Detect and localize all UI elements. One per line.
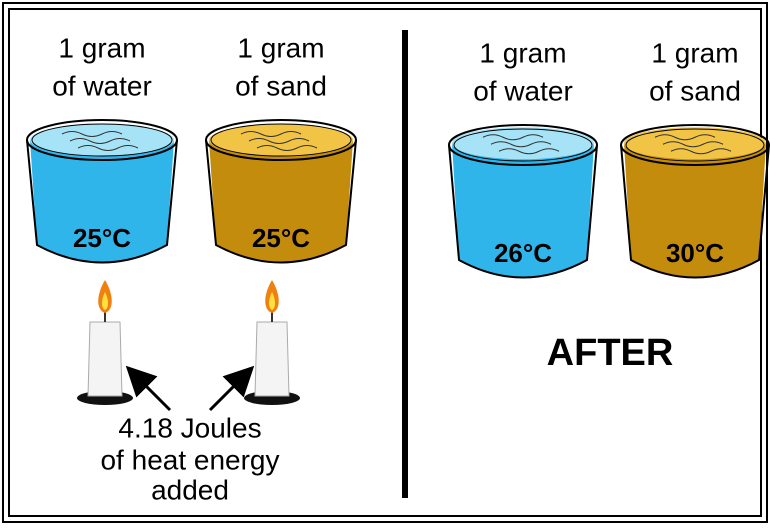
beaker-label: of water [52, 70, 152, 101]
beaker-label: 1 gram [58, 32, 145, 63]
beaker-label: of sand [235, 70, 327, 101]
beaker-body [620, 144, 770, 279]
beaker-rim [620, 124, 770, 166]
wave [77, 145, 139, 151]
beaker-label: 1 gram [237, 32, 324, 63]
temperature: 30°C [666, 238, 724, 268]
wave [256, 145, 318, 151]
beaker-label: 1 gram [479, 37, 566, 68]
wave [482, 134, 544, 141]
liquid-surface [624, 127, 766, 160]
beaker-label: of water [473, 75, 573, 106]
temperature: 25°C [73, 223, 131, 253]
liquid [30, 140, 174, 263]
beaker-label: of sand [649, 75, 741, 106]
wave [69, 138, 131, 144]
beaker-rim-inner [453, 128, 593, 162]
note-line: added [151, 474, 229, 505]
inner-border [8, 8, 762, 517]
wave [670, 148, 732, 155]
beaker-rim-inner [625, 128, 765, 162]
beaker [26, 119, 178, 264]
wave [61, 131, 123, 137]
wave [240, 131, 302, 137]
candle [77, 280, 133, 405]
wave [490, 141, 552, 148]
beaker [620, 124, 770, 279]
note-line: of heat energy [100, 444, 279, 475]
wave [662, 141, 724, 148]
liquid [624, 143, 766, 278]
note-line: 4.18 Joules [118, 412, 261, 443]
beaker-rim-inner [31, 123, 173, 157]
beaker-rim [448, 124, 598, 166]
wave [654, 134, 716, 141]
wave [248, 138, 310, 144]
beaker-label: 1 gram [651, 37, 738, 68]
liquid [452, 143, 594, 278]
arrow [208, 365, 255, 412]
caption: AFTER [547, 332, 674, 374]
beaker-body [448, 144, 598, 279]
beaker-rim [205, 119, 357, 161]
candle [244, 280, 300, 405]
beaker-body [205, 139, 357, 264]
beaker-rim-inner [210, 123, 352, 157]
temperature: 25°C [252, 223, 310, 253]
beaker [205, 119, 357, 264]
liquid [209, 140, 353, 263]
beaker-body [26, 139, 178, 264]
temperature: 26°C [494, 238, 552, 268]
wave [498, 148, 560, 155]
beaker-rim [26, 119, 178, 161]
arrow [125, 365, 172, 412]
beaker [448, 124, 598, 279]
outer-border [2, 2, 768, 523]
liquid-surface [452, 127, 594, 160]
